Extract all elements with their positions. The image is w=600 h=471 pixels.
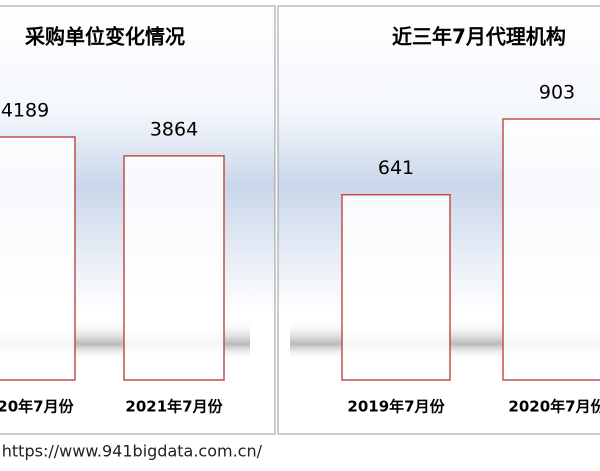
value-label: 903 [539, 82, 575, 104]
x-tick-label: 2020年7月份 [508, 398, 600, 416]
value-label: 4189 [1, 100, 49, 122]
chart-title: 近三年7月代理机构 [392, 25, 566, 49]
bar [123, 155, 225, 381]
x-tick-label: 2020年7月份 [0, 398, 75, 416]
x-tick-label: 2019年7月份 [347, 398, 445, 416]
x-tick-label: 2021年7月份 [125, 398, 223, 416]
chart-title: 采购单位变化情况 [25, 25, 185, 49]
bar [0, 136, 76, 381]
value-label: 641 [378, 157, 414, 179]
value-label: 3864 [150, 118, 198, 140]
source-url: https://www.941bigdata.com.cn/ [2, 442, 263, 461]
bar [502, 118, 600, 381]
bar [341, 193, 451, 381]
